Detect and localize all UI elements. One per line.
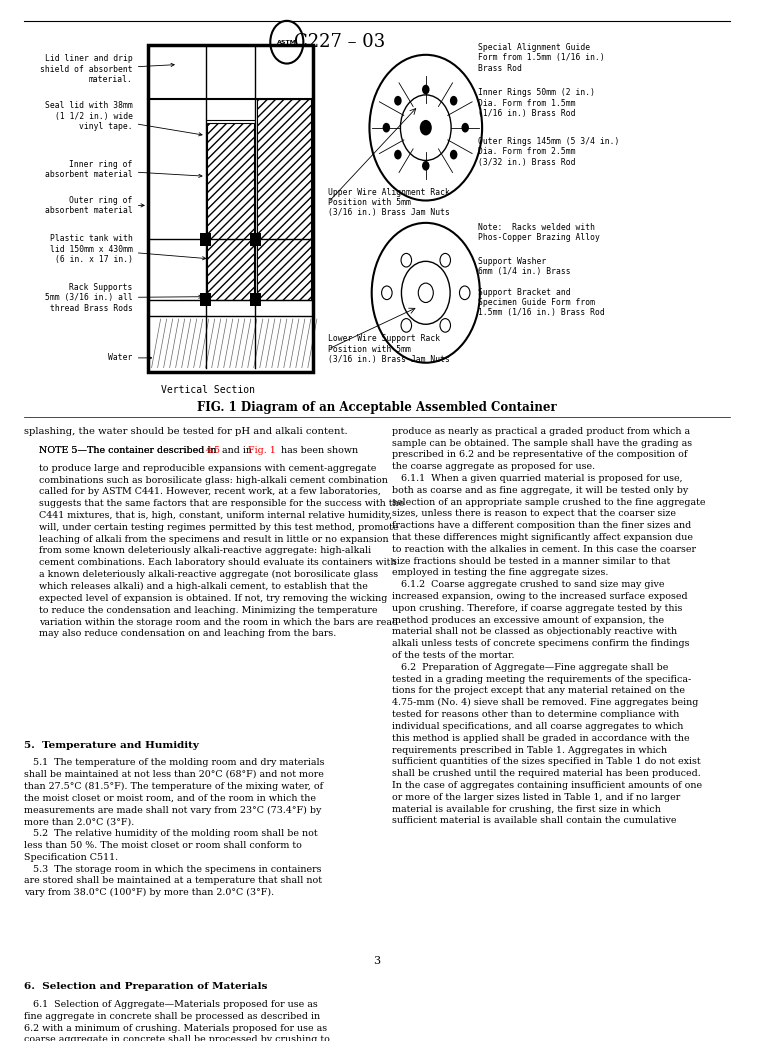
Text: 5.  Temperature and Humidity: 5. Temperature and Humidity [24,740,199,750]
Text: Water: Water [108,353,152,362]
Text: splashing, the water should be tested for pH and alkali content.: splashing, the water should be tested fo… [24,427,348,436]
Text: to produce large and reproducible expansions with cement-aggregate
combinations : to produce large and reproducible expans… [39,463,405,638]
Text: Outer Rings 145mm (5 3/4 in.)
Dia. Form from 2.5mm
(3/32 in.) Brass Rod: Outer Rings 145mm (5 3/4 in.) Dia. Form … [478,137,620,167]
Text: ASTM: ASTM [277,40,297,45]
Bar [201,293,211,306]
Circle shape [394,96,401,105]
Bar [250,293,261,306]
Circle shape [422,84,429,95]
Bar [201,232,211,246]
Text: Lid liner and drip
shield of absorbent
material.: Lid liner and drip shield of absorbent m… [40,54,174,84]
Text: produce as nearly as practical a graded product from which a
sample can be obtai: produce as nearly as practical a graded … [392,427,706,826]
Circle shape [450,96,457,105]
Bar [148,45,313,373]
Text: Fig. 1: Fig. 1 [247,447,275,455]
Text: Rack Supports
5mm (3/16 in.) all
thread Brass Rods: Rack Supports 5mm (3/16 in.) all thread … [45,283,202,312]
Text: Seal lid with 38mm
(1 1/2 in.) wide
vinyl tape.: Seal lid with 38mm (1 1/2 in.) wide viny… [45,101,202,136]
Text: Upper Wire Alignment Rack
Position with 5mm
(3/16 in.) Brass Jam Nuts: Upper Wire Alignment Rack Position with … [328,187,450,218]
Text: Note:  Racks welded with
Phos-Copper Brazing Alloy: Note: Racks welded with Phos-Copper Braz… [478,223,601,243]
Text: Lower Wire Support Rack
Position with 5mm
(3/16 in.) Brass Jam Nuts: Lower Wire Support Rack Position with 5m… [328,334,450,364]
Text: Plastic tank with
lid 150mm x 430mm
(6 in. x 17 in.): Plastic tank with lid 150mm x 430mm (6 i… [50,234,205,264]
Text: Outer ring of
absorbent material: Outer ring of absorbent material [45,196,144,215]
Bar [250,232,261,246]
Text: Inner Rings 50mm (2 in.)
Dia. Form from 1.5mm
(1/16 in.) Brass Rod: Inner Rings 50mm (2 in.) Dia. Form from … [478,88,595,119]
Text: 6.1  Selection of Aggregate—Materials proposed for use as
fine aggregate in conc: 6.1 Selection of Aggregate—Materials pro… [24,1000,330,1041]
Text: and in: and in [219,447,255,455]
Text: 4.5: 4.5 [205,447,221,455]
Circle shape [450,150,457,159]
Text: Vertical Section: Vertical Section [161,385,255,395]
Text: Support Washer
6mm (1/4 in.) Brass: Support Washer 6mm (1/4 in.) Brass [478,257,571,276]
Text: NOTE 5—The container described in: NOTE 5—The container described in [39,447,219,455]
Text: NOTE 5—The container described in: NOTE 5—The container described in [39,447,219,455]
Text: Special Alignment Guide
Form from 1.5mm (1/16 in.)
Brass Rod: Special Alignment Guide Form from 1.5mm … [478,43,605,73]
Text: 6.  Selection and Preparation of Materials: 6. Selection and Preparation of Material… [24,983,268,991]
Text: 5.1  The temperature of the molding room and dry materials
shall be maintained a: 5.1 The temperature of the molding room … [24,758,324,897]
Text: Support Bracket and
Specimen Guide Form from
1.5mm (1/16 in.) Brass Rod: Support Bracket and Specimen Guide Form … [478,287,605,318]
Text: has been shown: has been shown [278,447,358,455]
Text: C227 – 03: C227 – 03 [294,33,385,51]
Text: Inner ring of
absorbent material: Inner ring of absorbent material [45,159,202,179]
Circle shape [394,150,401,159]
Bar [257,99,311,300]
Bar [207,123,254,300]
Text: FIG. 1 Diagram of an Acceptable Assembled Container: FIG. 1 Diagram of an Acceptable Assemble… [197,401,557,414]
Circle shape [383,123,390,132]
Text: 3: 3 [373,956,380,966]
Circle shape [420,120,432,135]
Circle shape [461,123,469,132]
Circle shape [422,161,429,171]
